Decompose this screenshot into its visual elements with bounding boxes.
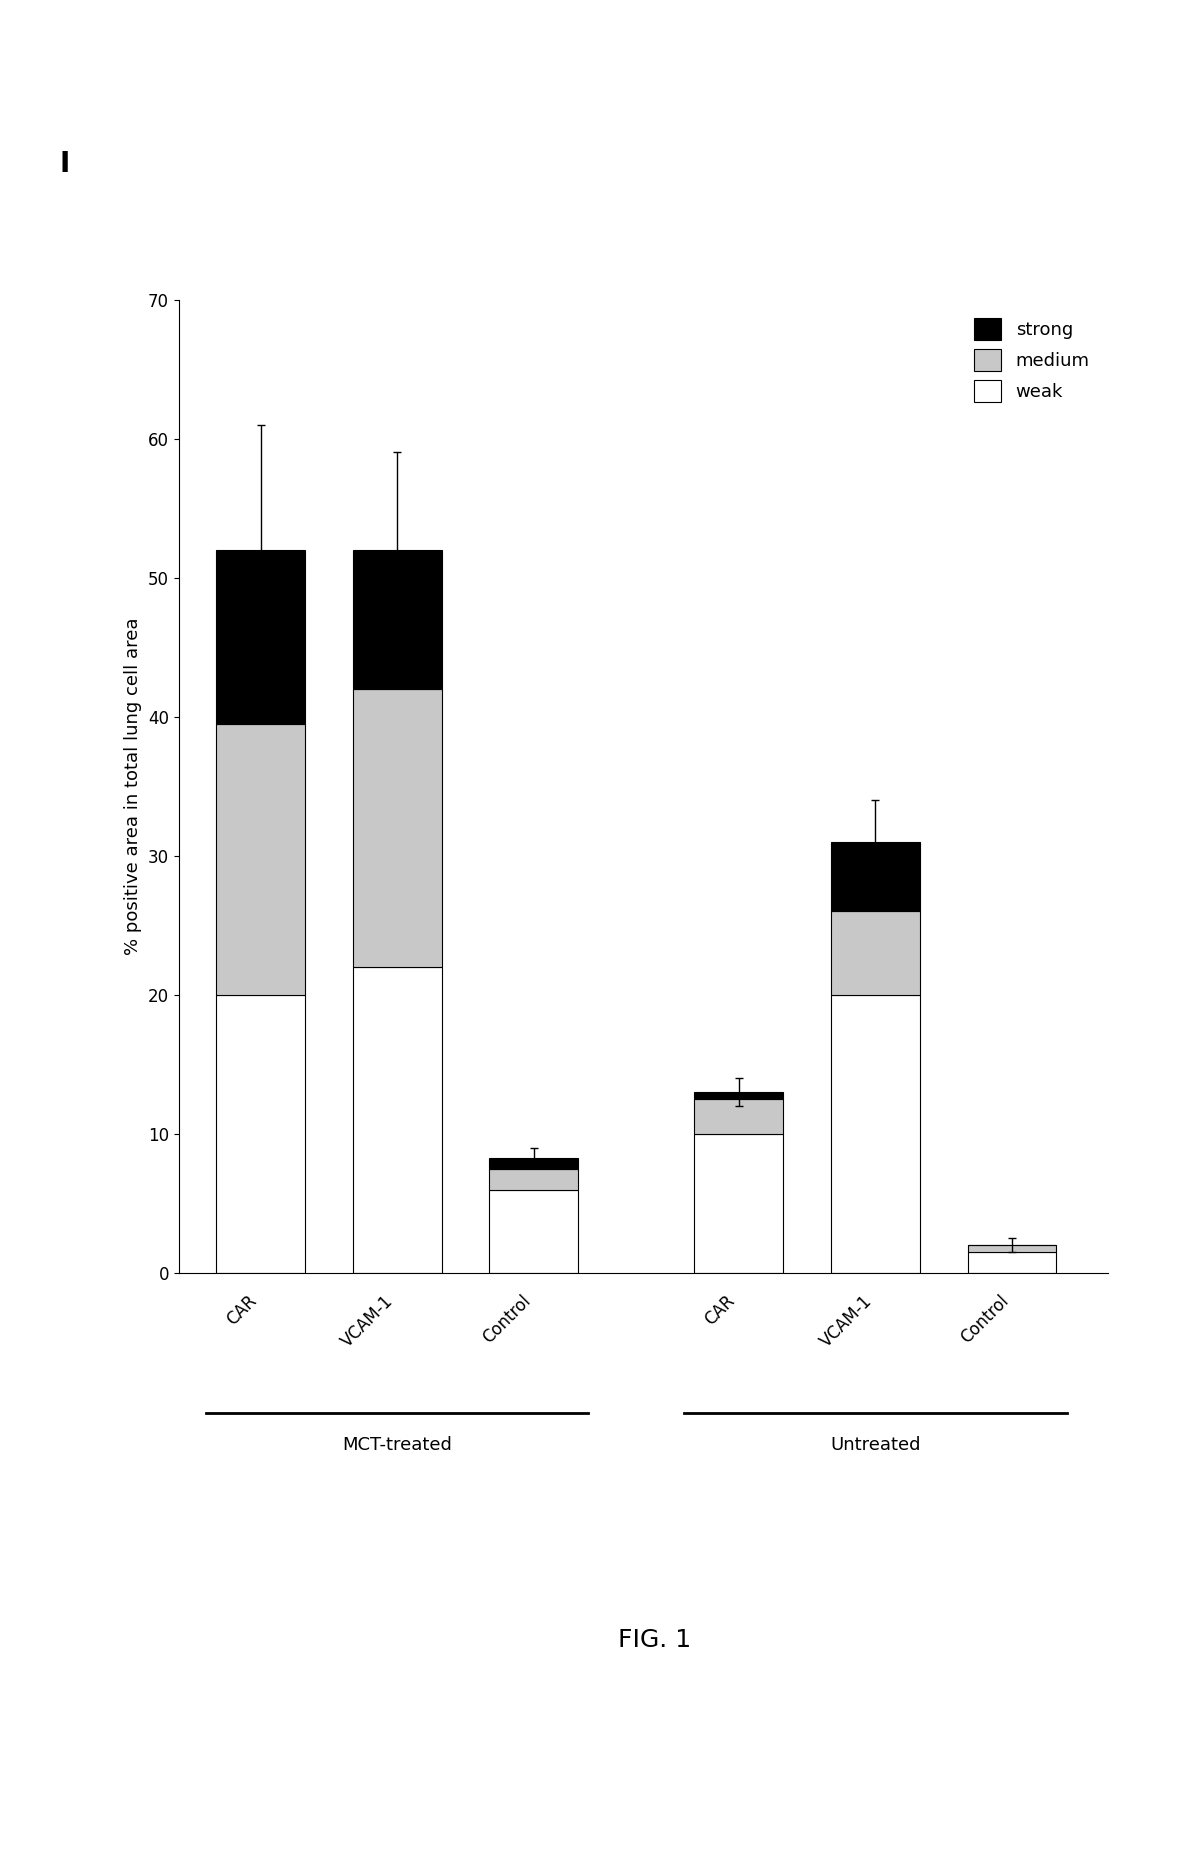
Bar — [490, 1189, 579, 1273]
Text: Untreated: Untreated — [830, 1436, 921, 1455]
Text: FIG. 1: FIG. 1 — [618, 1629, 692, 1653]
Bar — [490, 1157, 579, 1168]
Bar — [831, 994, 919, 1273]
Bar — [967, 1252, 1056, 1273]
Bar — [353, 550, 442, 689]
Text: VCAM-1: VCAM-1 — [338, 1292, 398, 1350]
Bar — [694, 1091, 784, 1099]
Y-axis label: % positive area in total lung cell area: % positive area in total lung cell area — [124, 618, 142, 955]
Text: VCAM-1: VCAM-1 — [817, 1292, 875, 1350]
Text: CAR: CAR — [224, 1292, 261, 1329]
Bar — [353, 689, 442, 968]
Bar — [490, 1168, 579, 1189]
Text: MCT-treated: MCT-treated — [342, 1436, 453, 1455]
Bar — [217, 994, 305, 1273]
Bar — [694, 1099, 784, 1134]
Text: I: I — [60, 150, 70, 178]
Legend: strong, medium, weak: strong, medium, weak — [965, 309, 1098, 410]
Bar — [967, 1245, 1056, 1252]
Bar — [831, 912, 919, 994]
Text: Control: Control — [956, 1292, 1012, 1346]
Bar — [831, 842, 919, 912]
Bar — [694, 1134, 784, 1273]
Text: Control: Control — [479, 1292, 534, 1346]
Bar — [217, 550, 305, 724]
Bar — [353, 968, 442, 1273]
Text: CAR: CAR — [701, 1292, 738, 1329]
Bar — [217, 724, 305, 994]
